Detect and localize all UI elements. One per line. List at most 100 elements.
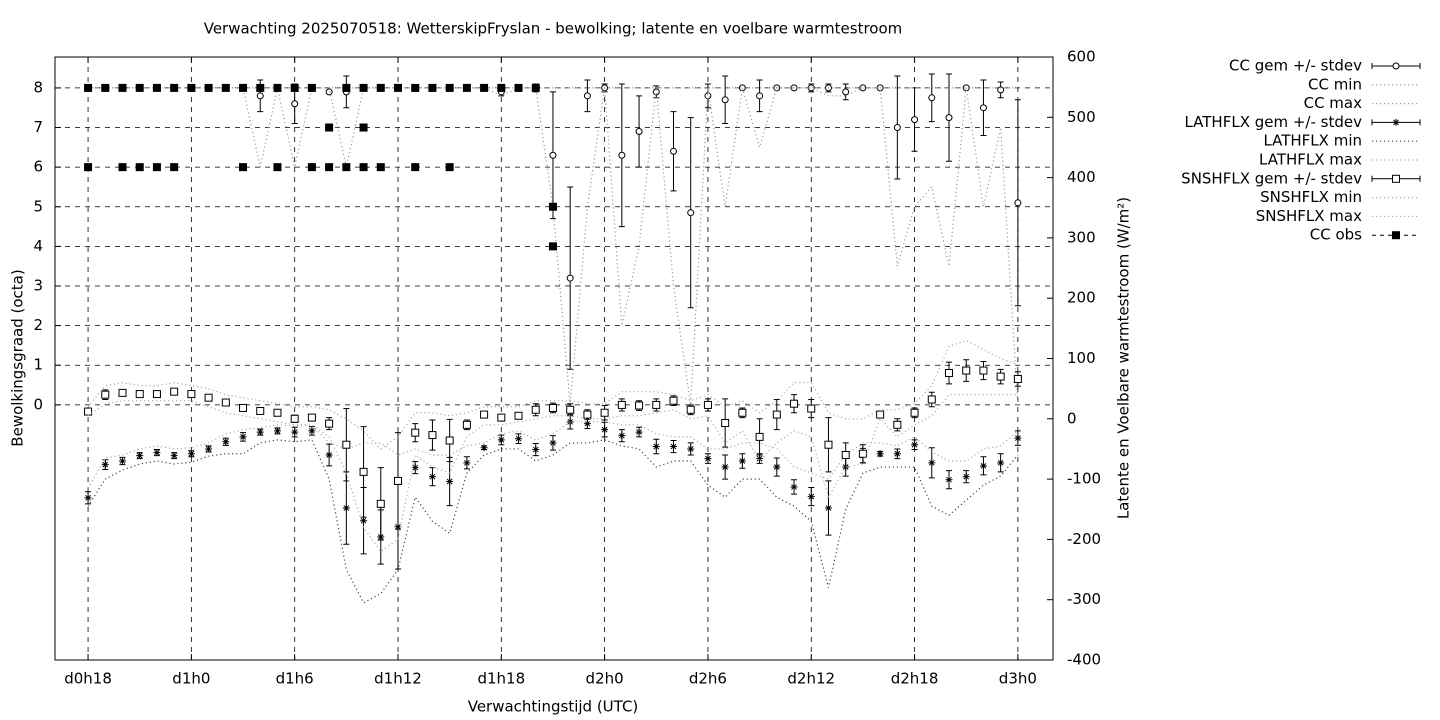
point <box>686 405 695 414</box>
point <box>549 151 557 159</box>
y-tick-label: 4 <box>33 237 43 255</box>
y2-tick-label: -200 <box>1067 530 1101 548</box>
legend-label: SNSHFLX gem +/- stdev <box>1181 169 1362 187</box>
point <box>325 419 334 428</box>
point <box>721 419 730 428</box>
point <box>669 443 677 451</box>
x-axis-label: Verwachtingstijd (UTC) <box>468 698 639 716</box>
point <box>841 450 850 459</box>
point <box>842 88 850 96</box>
point <box>221 83 230 92</box>
point <box>290 83 299 92</box>
point <box>1013 375 1022 384</box>
point <box>807 493 815 501</box>
legend-label: CC min <box>1308 75 1362 93</box>
legend-label: LATHFLX max <box>1259 151 1362 169</box>
point <box>118 388 127 397</box>
point <box>463 459 471 467</box>
point <box>997 459 1005 467</box>
point <box>187 83 196 92</box>
x-tick-label: d1h18 <box>477 670 525 688</box>
point <box>497 83 506 92</box>
point <box>548 403 557 412</box>
chart-title: Verwachting 2025070518: WetterskipFrysla… <box>204 20 903 38</box>
point <box>566 405 575 414</box>
point <box>256 83 265 92</box>
point <box>428 473 436 481</box>
point <box>721 463 729 471</box>
legend-label: SNSHFLX min <box>1260 188 1362 206</box>
point <box>704 455 712 463</box>
point <box>911 441 919 449</box>
point <box>170 387 179 396</box>
line <box>87 339 1019 450</box>
point <box>187 450 195 458</box>
point <box>325 123 334 132</box>
point <box>84 494 92 502</box>
legend-label: CC obs <box>1310 226 1362 244</box>
point <box>480 410 489 419</box>
y2-tick-label: -100 <box>1067 470 1101 488</box>
point <box>411 83 420 92</box>
point <box>411 464 419 472</box>
point <box>635 401 644 410</box>
point <box>152 83 161 92</box>
legend-marker <box>1392 62 1400 70</box>
point <box>893 420 902 429</box>
point <box>411 428 420 437</box>
point <box>84 83 93 92</box>
point <box>927 395 936 404</box>
point <box>824 504 832 512</box>
point <box>153 449 161 457</box>
point <box>1014 199 1022 207</box>
point <box>273 427 281 435</box>
point <box>135 163 144 172</box>
point <box>411 163 420 172</box>
point <box>824 440 833 449</box>
point <box>291 428 299 436</box>
point <box>342 440 351 449</box>
point <box>548 202 557 211</box>
point <box>445 436 454 445</box>
line <box>87 439 1019 604</box>
legend-label: SNSHFLX max <box>1256 207 1362 225</box>
point <box>618 151 626 159</box>
point <box>445 163 454 172</box>
point <box>944 368 953 377</box>
legend-marker <box>1392 174 1400 183</box>
point <box>600 408 609 417</box>
y2-tick-label: 400 <box>1067 168 1096 186</box>
point <box>480 83 489 92</box>
point <box>239 83 248 92</box>
point <box>996 372 1005 381</box>
y-axis-label: Bewolkingsgraad (octa) <box>9 269 27 446</box>
point <box>135 390 144 399</box>
point <box>893 124 901 132</box>
y-tick-label: 8 <box>33 78 43 96</box>
point <box>773 463 781 471</box>
x-tick-label: d0h18 <box>64 670 112 688</box>
point <box>756 92 764 100</box>
point <box>359 163 368 172</box>
point <box>290 414 299 423</box>
point <box>945 476 953 484</box>
point <box>945 114 953 122</box>
point <box>756 455 764 463</box>
point <box>928 459 936 467</box>
y2-tick-label: 0 <box>1067 409 1077 427</box>
point <box>291 100 299 108</box>
point <box>84 163 93 172</box>
y2-tick-label: 600 <box>1067 48 1096 66</box>
point <box>549 439 557 447</box>
point <box>497 413 506 422</box>
point <box>515 435 523 443</box>
point <box>187 390 196 399</box>
point <box>135 83 144 92</box>
point <box>652 400 661 409</box>
x-tick-label: d2h6 <box>689 670 727 688</box>
point <box>222 438 230 446</box>
point <box>687 445 695 453</box>
point <box>979 366 988 375</box>
y2-tick-label: -400 <box>1067 651 1101 669</box>
point <box>514 83 523 92</box>
